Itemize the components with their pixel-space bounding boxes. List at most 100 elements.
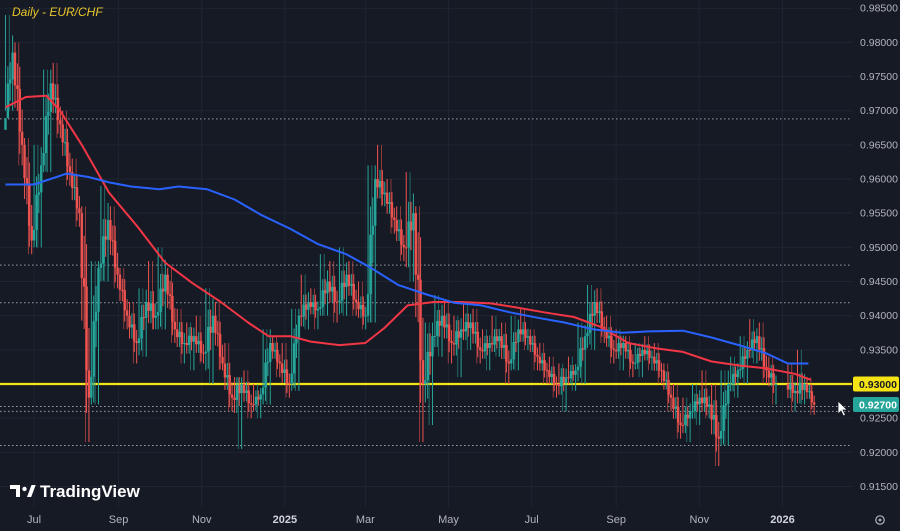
candle-body [478, 347, 482, 350]
candle-body [190, 335, 193, 342]
y-tick-label: 0.94000 [860, 310, 898, 322]
candle-body [388, 201, 391, 204]
candle-body [54, 97, 57, 100]
candle-body [209, 326, 212, 333]
candle [500, 322, 511, 385]
candle-body [688, 411, 692, 419]
candle-body [758, 336, 761, 350]
candle-body [598, 311, 601, 314]
candle-body [560, 376, 563, 387]
y-tick-label: 0.94500 [860, 276, 898, 288]
candle [586, 284, 596, 350]
candle-body [211, 315, 215, 333]
candle-body [121, 289, 124, 291]
candle-body [245, 390, 248, 393]
candle-body [421, 360, 425, 385]
candle-body [595, 302, 599, 314]
candle-body [185, 343, 188, 346]
candle [223, 343, 234, 412]
x-tick-label: Nov [192, 514, 212, 526]
candle [805, 377, 816, 415]
candle-body [374, 179, 377, 226]
candle [739, 336, 749, 385]
candle [548, 356, 558, 398]
candle-body [402, 244, 406, 248]
candle-body [173, 321, 177, 330]
candle [204, 288, 215, 385]
level-price-tag: 0.93000 [859, 379, 897, 391]
candle-body [288, 383, 291, 385]
candle-body [471, 322, 475, 334]
candle-body [71, 172, 74, 188]
candle-body [302, 304, 305, 317]
candle [366, 165, 377, 323]
candle-body [249, 403, 253, 405]
candle-body [357, 302, 360, 310]
candle-body [73, 187, 76, 189]
candle-body [774, 384, 778, 386]
candle [710, 384, 720, 467]
time-axis: Jul Sep Nov 2025 Mar May Jul Sep Nov 2026 [0, 507, 900, 531]
candle-body [161, 288, 165, 292]
candle-body [362, 305, 365, 317]
candle-body [631, 361, 635, 364]
candle-body [786, 384, 790, 390]
candle-body [424, 380, 427, 385]
candle-body [102, 236, 105, 264]
candle [290, 308, 301, 391]
candle-body [412, 213, 415, 231]
price-axis-background [852, 0, 900, 531]
candle-body [641, 349, 644, 356]
candle-body [607, 335, 611, 339]
candle [691, 384, 701, 426]
candle-body [681, 425, 685, 427]
candle-body [269, 343, 272, 362]
candle-body [498, 336, 501, 342]
candle-body [319, 306, 322, 309]
candle-body [521, 329, 525, 335]
candle-body [579, 348, 582, 367]
y-tick-label: 0.92500 [860, 413, 898, 425]
candle-body [459, 329, 463, 338]
candle-body [812, 402, 816, 405]
candle-body [495, 336, 499, 342]
candle-body [25, 178, 29, 184]
candle [786, 363, 797, 412]
candle-body [97, 267, 100, 312]
candle-body [531, 343, 534, 345]
candle-body [278, 361, 281, 364]
gear-icon[interactable] [875, 515, 885, 525]
candle-body [9, 79, 12, 84]
x-tick-label: 2025 [273, 514, 297, 526]
candle-body [199, 340, 203, 353]
candle [405, 172, 415, 282]
candle-body [85, 286, 88, 371]
candle-body [11, 52, 14, 80]
candle [624, 336, 635, 378]
candle-body [259, 394, 262, 400]
y-tick-label: 0.98000 [860, 37, 898, 49]
candle-body [347, 274, 351, 286]
candle-body [238, 385, 241, 394]
candle-body [622, 343, 625, 348]
candle [32, 144, 43, 248]
candle [614, 329, 625, 371]
candle-body [400, 229, 403, 245]
level-price-tag-bg [853, 376, 899, 392]
candle [80, 206, 91, 443]
candle-body [207, 326, 210, 352]
candle-body [801, 383, 804, 391]
candle-body [307, 302, 310, 310]
candle-body [40, 165, 43, 193]
candle-body [75, 187, 79, 209]
y-tick-label: 0.91500 [860, 481, 898, 493]
candle-body [533, 343, 537, 355]
candle-body [445, 324, 448, 328]
candle-body [49, 83, 52, 113]
moving-average-red[interactable] [5, 94, 812, 381]
candle-body [130, 324, 134, 328]
moving-average-blue[interactable] [5, 172, 809, 365]
candle [42, 69, 52, 173]
candle-body [512, 342, 515, 360]
